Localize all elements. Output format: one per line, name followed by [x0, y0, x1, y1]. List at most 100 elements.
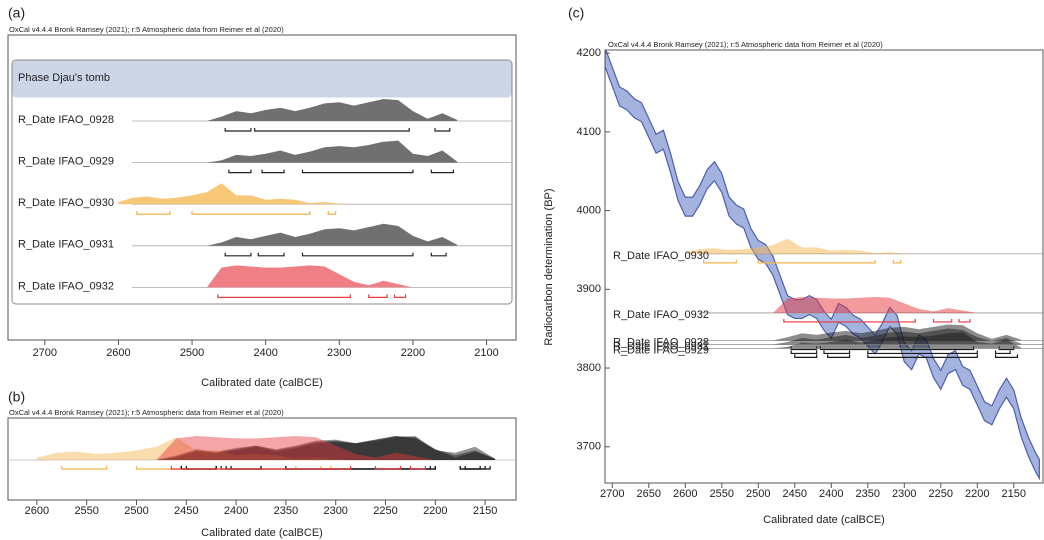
range-bracket: [958, 318, 971, 323]
calibration-band: [605, 50, 1040, 481]
range-bracket: [892, 259, 902, 264]
phase-label: Phase Djau's tomb: [18, 72, 110, 84]
range-bracket: [301, 252, 414, 257]
range-bracket: [224, 128, 252, 132]
range-bracket: [790, 350, 818, 355]
range-bracket: [827, 354, 851, 358]
range-bracket: [254, 128, 410, 132]
x-tick-label: 2600: [673, 488, 697, 500]
header: OxCal v4.4.4 Bronk Ramsey (2021); r:5 At…: [9, 408, 284, 417]
x-axis-label: Calibrated date (calBCE): [201, 377, 323, 389]
range-bracket: [783, 318, 916, 323]
x-tick-label: 2100: [474, 347, 498, 359]
x-tick-label: 2350: [274, 505, 298, 517]
range-bracket: [368, 294, 388, 298]
range-bracket: [393, 294, 407, 298]
row-label: R_Date IFAO_0930: [613, 250, 709, 262]
y-tick-label: 4100: [577, 126, 601, 138]
density: [685, 296, 1022, 313]
range-bracket: [430, 252, 447, 257]
range-bracket: [932, 318, 953, 323]
range-bracket: [257, 252, 285, 257]
plot-area: [605, 50, 1043, 481]
x-tick-label: 2150: [1002, 488, 1026, 500]
header: OxCal v4.4.4 Bronk Ramsey (2021); r:5 At…: [608, 40, 883, 49]
x-tick-label: 2350: [856, 488, 880, 500]
y-tick-label: 3900: [577, 283, 601, 295]
row-label: R_Date IFAO_0931: [18, 239, 114, 251]
row-label: R_Date IFAO_0932: [613, 309, 709, 321]
x-tick-label: 2400: [224, 505, 248, 517]
x-tick-label: 2300: [323, 505, 347, 517]
x-axis-label: Calibrated date (calBCE): [201, 527, 323, 539]
density: [118, 99, 458, 121]
density: [685, 328, 1022, 345]
frame: [7, 34, 517, 341]
row-label: R_Date IFAO_0930: [18, 197, 114, 209]
range-bracket: [136, 211, 171, 215]
x-tick-label: 2600: [106, 347, 130, 359]
y-tick-label: 4200: [577, 47, 601, 59]
range-bracket: [823, 350, 851, 355]
range-bracket: [170, 466, 352, 470]
row-label: R_Date IFAO_0928: [613, 336, 709, 348]
y-axis-label: Radiocarbon determination (BP): [543, 188, 555, 345]
x-tick-label: 2450: [174, 505, 198, 517]
density: [36, 437, 496, 460]
row-label: R_Date IFAO_0929: [613, 344, 709, 356]
range-bracket: [327, 211, 337, 215]
frame: [7, 417, 517, 501]
range-bracket: [301, 169, 414, 174]
range-bracket: [794, 354, 818, 358]
x-tick-label: 2500: [124, 505, 148, 517]
x-tick-label: 2400: [253, 347, 277, 359]
density: [685, 238, 1022, 254]
y-tick-label: 3800: [577, 362, 601, 374]
x-tick-label: 2550: [74, 505, 98, 517]
y-tick-label: 4000: [577, 205, 601, 217]
x-tick-label: 2300: [327, 347, 351, 359]
y-tick-label: 3700: [577, 441, 601, 453]
range-bracket: [434, 128, 451, 132]
range-bracket: [61, 466, 108, 470]
range-bracket: [757, 259, 876, 264]
x-tick-label: 2650: [637, 488, 661, 500]
density: [118, 223, 458, 246]
x-tick-label: 2700: [600, 488, 624, 500]
range-bracket: [430, 169, 455, 174]
panel-label: (b): [8, 389, 25, 405]
x-axis-label: Calibrated date (calBCE): [763, 514, 885, 526]
range-bracket: [224, 252, 252, 257]
density: [118, 140, 458, 163]
density: [36, 436, 496, 460]
row-label: R_Date IFAO_0931: [613, 340, 709, 352]
range-bracket: [261, 169, 285, 174]
x-tick-label: 2500: [180, 347, 204, 359]
density: [36, 436, 496, 460]
range-bracket: [191, 211, 311, 215]
row-label: R_Date IFAO_0928: [18, 114, 114, 126]
x-tick-label: 2600: [25, 505, 49, 517]
range-bracket: [994, 354, 1019, 358]
x-tick-label: 2200: [401, 347, 425, 359]
frame: [604, 49, 1044, 484]
x-tick-label: 2450: [783, 488, 807, 500]
range-bracket: [702, 259, 737, 264]
header: OxCal v4.4.4 Bronk Ramsey (2021); r:5 At…: [9, 25, 284, 34]
row-label: R_Date IFAO_0929: [18, 156, 114, 168]
range-bracket: [994, 350, 1011, 355]
phase-box: [11, 59, 513, 305]
range-bracket: [409, 466, 426, 470]
row-label: R_Date IFAO_0932: [18, 280, 114, 292]
x-tick-label: 2200: [423, 505, 447, 517]
density: [36, 436, 496, 460]
panel-label: (a): [8, 5, 25, 21]
density: [36, 436, 496, 460]
range-bracket: [217, 294, 351, 298]
x-tick-label: 2300: [892, 488, 916, 500]
range-bracket: [867, 350, 978, 355]
x-tick-label: 2500: [746, 488, 770, 500]
x-tick-label: 2400: [819, 488, 843, 500]
range-bracket: [285, 466, 436, 470]
